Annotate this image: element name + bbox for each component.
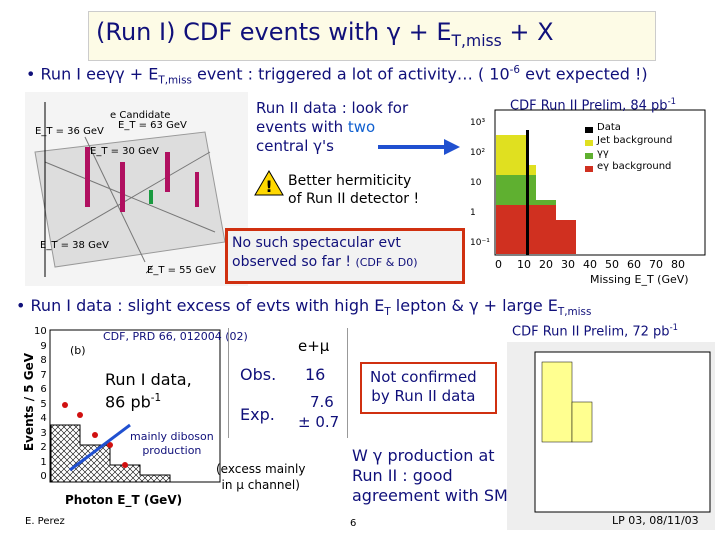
table — [228, 328, 348, 438]
wgamma: W γ production at Run II : good agreement … — [352, 446, 508, 505]
not-confirmed: Not confirmed by Run II data — [370, 368, 477, 405]
plot — [494, 109, 706, 256]
plot — [507, 342, 715, 530]
tick-label: 6 — [40, 384, 47, 395]
title: (Run I) CDF events with γ + ET,miss + X — [96, 18, 554, 50]
tick-label: 2 — [40, 442, 47, 453]
arrow — [378, 139, 460, 155]
legend-item: Data — [597, 122, 621, 133]
red-box-text: No such spectacular evt observed so far !… — [232, 235, 418, 270]
tick-label: 7 — [40, 369, 47, 381]
tick-label: 0 — [495, 258, 502, 271]
tick-label: 60 — [627, 258, 641, 271]
x-label: Missing E_T (GeV) — [590, 273, 689, 286]
svg-text:!: ! — [265, 177, 272, 196]
title-box — [88, 11, 656, 61]
cell: ± 0.7 — [298, 413, 340, 431]
page-number: 6 — [350, 518, 357, 529]
conference: LP 03, 08/11/03 — [612, 514, 699, 527]
excess: (excess mainly in μ channel) — [216, 462, 306, 492]
red-box — [360, 362, 497, 414]
tick-label: 30 — [561, 258, 575, 271]
warning: Better hermiticity of Run II detector ! — [288, 173, 420, 207]
tick-label: 8 — [40, 355, 47, 366]
tick-label: 10 — [517, 258, 531, 271]
tick-label: 70 — [649, 258, 663, 271]
annotation: mainly diboson production — [130, 430, 214, 458]
tick-label: 20 — [539, 258, 553, 271]
tick-label: 0 — [40, 471, 47, 482]
cell: 7.6 — [310, 393, 334, 411]
tick-label: 9 — [40, 340, 47, 352]
cell: Exp. — [240, 405, 275, 424]
label: E_T = 38 GeV — [40, 240, 109, 251]
tick-label: 80 — [671, 258, 685, 271]
y-label: Events / 5 GeV — [22, 352, 37, 452]
tick-label: 10⁻¹ — [470, 238, 490, 248]
plot-title: CDF Run II Prelim, 72 pb-1 — [512, 322, 678, 340]
label: E̸_T = 55 GeV — [147, 265, 216, 276]
bullet: • Run I eeγγ + ET,miss event : triggered… — [26, 64, 648, 87]
label: e Candidate — [110, 110, 171, 121]
tick-label: 10 — [470, 178, 482, 188]
tick-label: 10³ — [470, 118, 486, 128]
label: E_T = 30 GeV — [90, 146, 159, 157]
tick-label: 3 — [40, 427, 47, 439]
author: E. Perez — [25, 516, 65, 527]
legend-item: γγ — [597, 148, 609, 159]
tick-label: 4 — [40, 413, 47, 424]
tick-label: 10² — [470, 148, 486, 158]
x-ticks: 0 10 20 30 40 50 60 70 80 — [495, 258, 705, 271]
legend-item: eγ background — [597, 161, 672, 172]
tick-label: 1 — [40, 456, 47, 468]
y-ticks: 10³ 10² 10 1 10⁻¹ — [470, 108, 490, 258]
tick-label: 1 — [470, 208, 476, 218]
tick-label: 50 — [605, 258, 619, 271]
panel: (b) — [70, 344, 86, 357]
label: E_T = 36 GeV — [35, 126, 104, 137]
note: Run II data : look for events with two cen… — [256, 99, 409, 155]
tick-label: 10 — [34, 326, 47, 337]
red-box — [225, 228, 465, 284]
bullet: • Run I data : slight excess of evts wit… — [16, 296, 592, 319]
reference: CDF, PRD 66, 012004 (02) — [103, 330, 248, 343]
plot-title: CDF Run II Prelim, 84 pb-1 — [510, 96, 676, 114]
event-display — [25, 92, 248, 286]
label: E_T = 63 GeV — [118, 120, 187, 131]
data-label: Run I data, 86 pb-1 — [105, 370, 192, 412]
table-header: e+μ — [298, 337, 330, 355]
y-ticks: 10 9 8 7 6 5 4 3 2 1 0 — [34, 325, 47, 485]
warning-icon: ! — [254, 170, 284, 196]
cell: 16 — [305, 365, 326, 384]
legend-item: Jet background — [597, 135, 673, 146]
x-label: Photon E_T (GeV) — [65, 493, 183, 507]
cell: Obs. — [240, 365, 277, 384]
tick-label: 40 — [583, 258, 597, 271]
tick-label: 5 — [40, 398, 47, 410]
